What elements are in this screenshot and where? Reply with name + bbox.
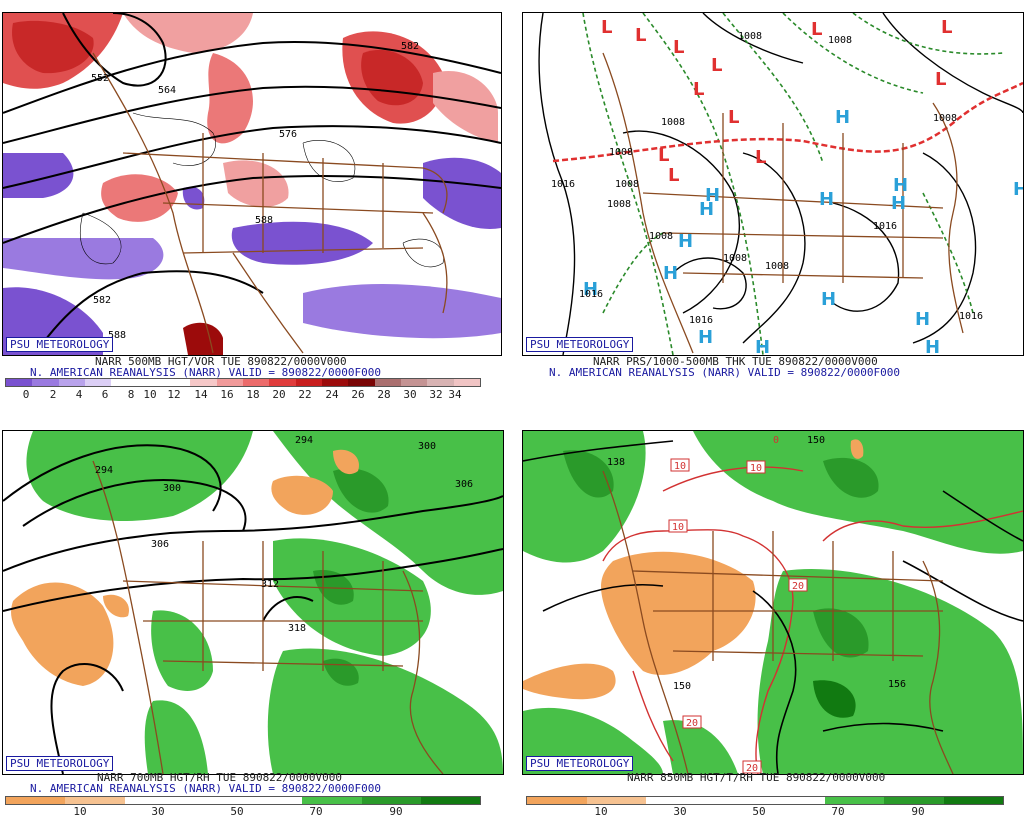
svg-text:H: H	[1013, 179, 1023, 200]
svg-text:H: H	[705, 185, 720, 206]
rh-colorbar-850-ticks: 10 30 50 70 90	[594, 805, 925, 818]
rh-colorbar-850	[526, 796, 1004, 805]
svg-text:L: L	[668, 165, 679, 186]
svg-text:552: 552	[91, 73, 109, 84]
svg-text:L: L	[935, 69, 946, 90]
svg-text:H: H	[893, 175, 908, 196]
t850-map: 138 150 156 150 10 10 10 20 20 20	[522, 430, 1024, 775]
svg-text:L: L	[601, 17, 612, 38]
map-subtitle: N. AMERICAN REANALYSIS (NARR) VALID = 89…	[30, 366, 381, 379]
svg-text:H: H	[663, 263, 678, 284]
vorticity-colorbar	[5, 378, 481, 387]
svg-text:L: L	[811, 19, 822, 40]
brand-label: PSU METEOROLOGY	[526, 337, 634, 352]
svg-text:L: L	[755, 147, 766, 168]
svg-text:582: 582	[401, 41, 419, 52]
svg-text:H: H	[835, 107, 850, 128]
svg-text:318: 318	[288, 623, 306, 634]
svg-text:1008: 1008	[828, 35, 852, 46]
svg-text:1016: 1016	[873, 221, 897, 232]
svg-text:H: H	[699, 199, 714, 220]
svg-text:1008: 1008	[661, 117, 685, 128]
svg-text:1008: 1008	[649, 231, 673, 242]
rh-colorbar-ticks: 10 30 50 70 90	[73, 805, 403, 818]
svg-text:L: L	[693, 79, 704, 100]
map-title: NARR 700MB HGT/RH TUE 890822/0000V000	[97, 771, 343, 784]
svg-text:L: L	[728, 107, 739, 128]
svg-text:1008: 1008	[738, 31, 762, 42]
map-subtitle: N. AMERICAN REANALYSIS (NARR) VALID = 89…	[30, 782, 381, 795]
rh-colorbar	[5, 796, 481, 805]
svg-text:300: 300	[418, 441, 436, 452]
svg-text:156: 156	[888, 679, 906, 690]
svg-text:588: 588	[255, 215, 273, 226]
brand-label: PSU METEOROLOGY	[526, 756, 634, 771]
svg-text:1008: 1008	[765, 261, 789, 272]
map-title: NARR PRS/1000-500MB THK TUE 890822/0000V…	[593, 355, 878, 368]
svg-text:150: 150	[807, 435, 825, 446]
svg-text:H: H	[925, 337, 940, 355]
svg-text:H: H	[821, 289, 836, 310]
svg-text:300: 300	[163, 483, 181, 494]
svg-text:10: 10	[672, 522, 684, 533]
svg-text:10: 10	[674, 461, 686, 472]
svg-text:H: H	[891, 193, 906, 214]
svg-text:20: 20	[746, 763, 758, 774]
svg-text:1008: 1008	[615, 179, 639, 190]
svg-text:H: H	[755, 337, 770, 355]
svg-text:1008: 1008	[607, 199, 631, 210]
svg-text:1016: 1016	[551, 179, 575, 190]
svg-text:L: L	[941, 17, 952, 38]
rh700-map: 294 294 300 300 306 306 312 318 PSU METE…	[2, 430, 504, 775]
svg-text:L: L	[658, 145, 669, 166]
svg-text:588: 588	[108, 330, 126, 341]
svg-text:138: 138	[607, 457, 625, 468]
svg-text:306: 306	[455, 479, 473, 490]
svg-text:20: 20	[792, 581, 804, 592]
svg-text:L: L	[673, 37, 684, 58]
svg-text:1016: 1016	[959, 311, 983, 322]
svg-text:150: 150	[673, 681, 691, 692]
svg-text:576: 576	[279, 129, 297, 140]
svg-text:H: H	[915, 309, 930, 330]
svg-text:20: 20	[686, 718, 698, 729]
map-title: NARR 500MB HGT/VOR TUE 890822/0000V000	[95, 355, 347, 368]
svg-text:1016: 1016	[579, 289, 603, 300]
svg-text:1008: 1008	[933, 113, 957, 124]
thickness-map: L L L L L L L L L L L L H H H H H H H	[522, 12, 1024, 356]
brand-label: PSU METEOROLOGY	[6, 337, 114, 352]
svg-text:10: 10	[750, 463, 762, 474]
svg-text:294: 294	[295, 435, 313, 446]
svg-text:1008: 1008	[723, 253, 747, 264]
svg-text:0: 0	[773, 435, 779, 446]
svg-text:582: 582	[93, 295, 111, 306]
svg-text:294: 294	[95, 465, 113, 476]
svg-text:H: H	[583, 279, 598, 300]
vorticity-map: 552 564 582 576 588 588 582 PSU METEOROL…	[2, 12, 502, 356]
svg-text:1016: 1016	[689, 315, 713, 326]
svg-text:312: 312	[261, 579, 279, 590]
svg-text:L: L	[635, 25, 646, 46]
brand-label: PSU METEOROLOGY	[6, 756, 114, 771]
svg-text:306: 306	[151, 539, 169, 550]
svg-text:1008: 1008	[609, 147, 633, 158]
map-title: NARR 850MB HGT/T/RH TUE 890822/0000V000	[627, 771, 886, 784]
vorticity-colorbar-ticks: 0 2 4 6 8 10 12 14 16 18 20 22 24 26 28 …	[22, 388, 462, 401]
svg-text:L: L	[711, 55, 722, 76]
svg-text:H: H	[819, 189, 834, 210]
svg-text:H: H	[698, 327, 713, 348]
svg-text:564: 564	[158, 85, 176, 96]
map-subtitle: N. AMERICAN REANALYSIS (NARR) VALID = 89…	[549, 366, 900, 379]
svg-text:H: H	[678, 231, 693, 252]
